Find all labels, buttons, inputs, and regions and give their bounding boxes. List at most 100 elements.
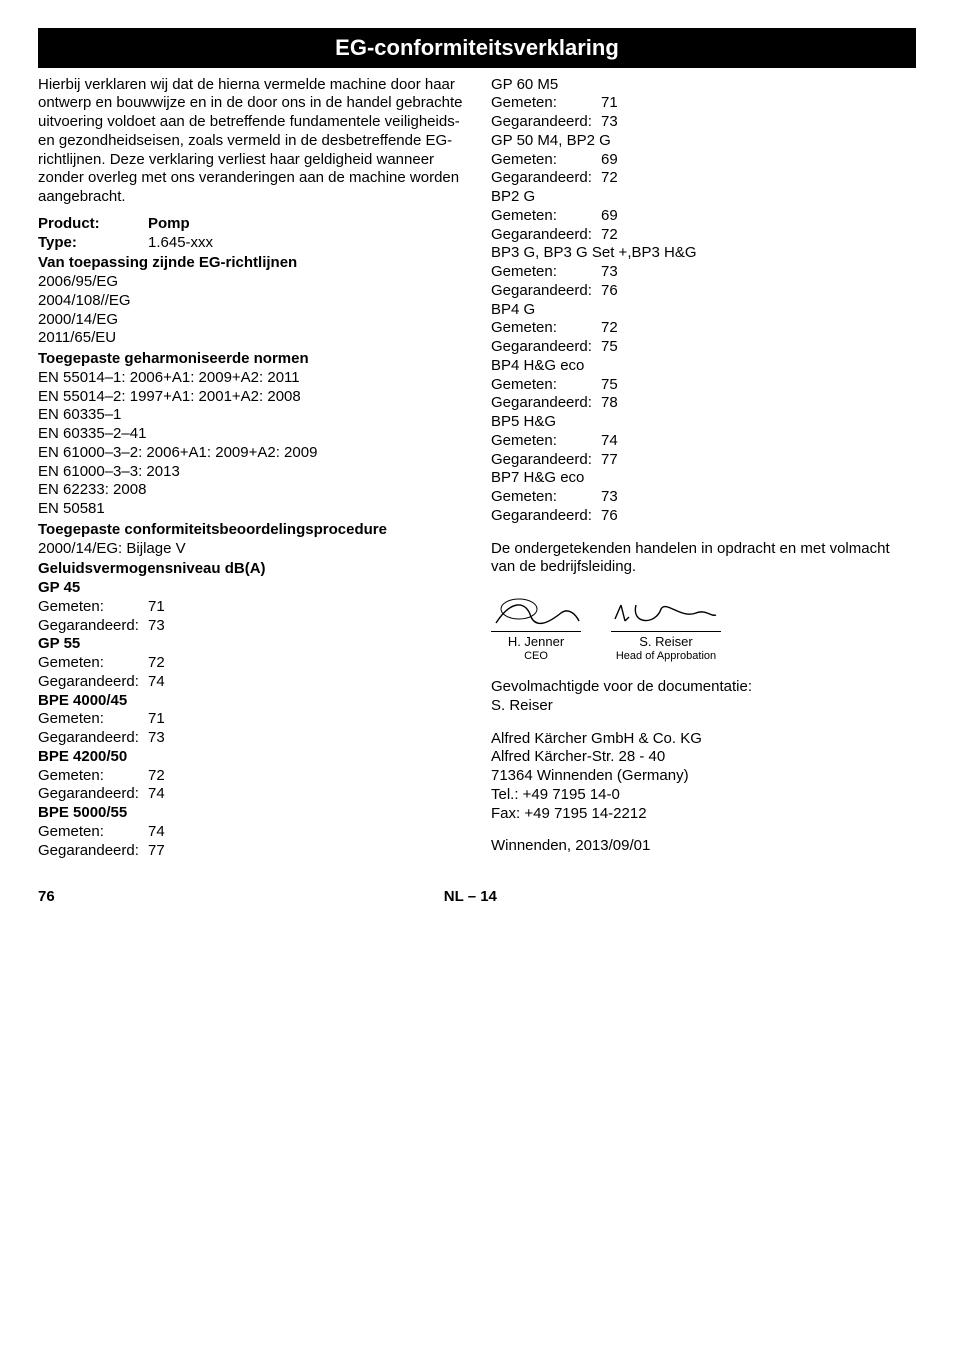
model-name: BPE 4200/50: [38, 748, 463, 767]
norm-item: EN 61000–3–2: 2006+A1: 2009+A2: 2009: [38, 444, 463, 463]
model-name: GP 60 M5: [491, 76, 916, 95]
doc-responsible-label: Gevolmachtigde voor de documentatie:: [491, 678, 916, 697]
guaranteed-label: Gegarandeerd:: [491, 226, 601, 245]
norms-heading: Toegepaste geharmoniseerde normen: [38, 350, 463, 369]
measured-value: 73: [601, 488, 618, 507]
measured-value: 72: [148, 767, 165, 786]
procedure-value: 2000/14/EG: Bijlage V: [38, 540, 463, 559]
signature-2-name: S. Reiser: [611, 631, 721, 650]
guaranteed-value: 76: [601, 507, 618, 526]
measured-label: Gemeten:: [38, 767, 148, 786]
company-line: Tel.: +49 7195 14-0: [491, 786, 916, 805]
guaranteed-label: Gegarandeerd:: [491, 282, 601, 301]
signature-2: S. Reiser Head of Approbation: [611, 595, 721, 664]
measured-value: 71: [601, 94, 618, 113]
measured-value: 74: [148, 823, 165, 842]
model-name: BP4 G: [491, 301, 916, 320]
measured-label: Gemeten:: [491, 319, 601, 338]
sound-heading: Geluidsvermogensniveau dB(A): [38, 560, 463, 579]
guaranteed-value: 73: [601, 113, 618, 132]
signature-1: H. Jenner CEO: [491, 595, 581, 664]
model-block: BPE 4200/50 Gemeten:72 Gegarandeerd:74: [38, 748, 463, 804]
page-footer: 76 NL – 14: [38, 888, 916, 907]
norm-item: EN 62233: 2008: [38, 481, 463, 500]
footer-spacer: [886, 888, 916, 907]
signature-icon: [491, 595, 581, 629]
model-name: BP7 H&G eco: [491, 469, 916, 488]
measured-value: 69: [601, 207, 618, 226]
norm-item: EN 60335–1: [38, 406, 463, 425]
model-block: BPE 5000/55 Gemeten:74 Gegarandeerd:77: [38, 804, 463, 860]
page-number: 76: [38, 888, 55, 907]
measured-value: 72: [601, 319, 618, 338]
type-row: Type: 1.645-xxx: [38, 234, 463, 253]
company-line: 71364 Winnenden (Germany): [491, 767, 916, 786]
directives-heading: Van toepassing zijnde EG-richtlijnen: [38, 254, 463, 273]
type-label: Type:: [38, 234, 148, 253]
signature-1-title: CEO: [491, 650, 581, 664]
measured-label: Gemeten:: [38, 654, 148, 673]
norm-item: EN 50581: [38, 500, 463, 519]
model-block: GP 45 Gemeten:71 Gegarandeerd:73: [38, 579, 463, 635]
measured-label: Gemeten:: [38, 823, 148, 842]
model-block: GP 55 Gemeten:72 Gegarandeerd:74: [38, 635, 463, 691]
norm-item: EN 55014–1: 2006+A1: 2009+A2: 2011: [38, 369, 463, 388]
model-block: BP2 G Gemeten:69 Gegarandeerd:72: [491, 188, 916, 244]
directive-item: 2006/95/EG: [38, 273, 463, 292]
measured-label: Gemeten:: [38, 710, 148, 729]
norm-item: EN 55014–2: 1997+A1: 2001+A2: 2008: [38, 388, 463, 407]
signature-1-name: H. Jenner: [491, 631, 581, 650]
measured-value: 75: [601, 376, 618, 395]
model-block: BP5 H&G Gemeten:74 Gegarandeerd:77: [491, 413, 916, 469]
guaranteed-value: 74: [148, 673, 165, 692]
model-name: BP2 G: [491, 188, 916, 207]
column-left: Hierbij verklaren wij dat de hierna verm…: [38, 76, 463, 861]
model-name: BP3 G, BP3 G Set +,BP3 H&G: [491, 244, 916, 263]
guaranteed-value: 73: [148, 729, 165, 748]
company-line: Fax: +49 7195 14-2212: [491, 805, 916, 824]
directive-item: 2000/14/EG: [38, 311, 463, 330]
measured-value: 72: [148, 654, 165, 673]
type-value: 1.645-xxx: [148, 234, 213, 253]
model-block: GP 60 M5 Gemeten:71 Gegarandeerd:73: [491, 76, 916, 132]
guaranteed-label: Gegarandeerd:: [38, 617, 148, 636]
doc-responsible-name: S. Reiser: [491, 697, 916, 716]
page-title: EG-conformiteitsverklaring: [38, 28, 916, 68]
guaranteed-label: Gegarandeerd:: [38, 729, 148, 748]
signature-icon: [611, 595, 721, 629]
model-name: GP 45: [38, 579, 463, 598]
guaranteed-label: Gegarandeerd:: [491, 394, 601, 413]
model-name: GP 50 M4, BP2 G: [491, 132, 916, 151]
content-columns: Hierbij verklaren wij dat de hierna verm…: [38, 76, 916, 861]
signature-2-title: Head of Approbation: [611, 650, 721, 664]
guaranteed-value: 78: [601, 394, 618, 413]
guaranteed-value: 72: [601, 169, 618, 188]
company-line: Alfred Kärcher GmbH & Co. KG: [491, 730, 916, 749]
model-name: BPE 4000/45: [38, 692, 463, 711]
model-name: BPE 5000/55: [38, 804, 463, 823]
norm-item: EN 60335–2–41: [38, 425, 463, 444]
guaranteed-value: 76: [601, 282, 618, 301]
directive-item: 2004/108//EG: [38, 292, 463, 311]
model-block: BP4 H&G eco Gemeten:75 Gegarandeerd:78: [491, 357, 916, 413]
measured-value: 74: [601, 432, 618, 451]
guaranteed-value: 74: [148, 785, 165, 804]
guaranteed-label: Gegarandeerd:: [38, 785, 148, 804]
measured-label: Gemeten:: [491, 432, 601, 451]
measured-label: Gemeten:: [491, 263, 601, 282]
directive-item: 2011/65/EU: [38, 329, 463, 348]
product-value: Pomp: [148, 215, 190, 234]
norm-item: EN 61000–3–3: 2013: [38, 463, 463, 482]
page-code: NL – 14: [444, 888, 497, 907]
model-name: BP4 H&G eco: [491, 357, 916, 376]
model-block: BP7 H&G eco Gemeten:73 Gegarandeerd:76: [491, 469, 916, 525]
measured-label: Gemeten:: [491, 151, 601, 170]
model-block: BPE 4000/45 Gemeten:71 Gegarandeerd:73: [38, 692, 463, 748]
guaranteed-value: 77: [601, 451, 618, 470]
guaranteed-label: Gegarandeerd:: [491, 451, 601, 470]
authorization-statement: De ondergetekenden handelen in opdracht …: [491, 540, 916, 578]
measured-label: Gemeten:: [491, 207, 601, 226]
intro-text: Hierbij verklaren wij dat de hierna verm…: [38, 76, 463, 207]
guaranteed-value: 72: [601, 226, 618, 245]
measured-value: 69: [601, 151, 618, 170]
